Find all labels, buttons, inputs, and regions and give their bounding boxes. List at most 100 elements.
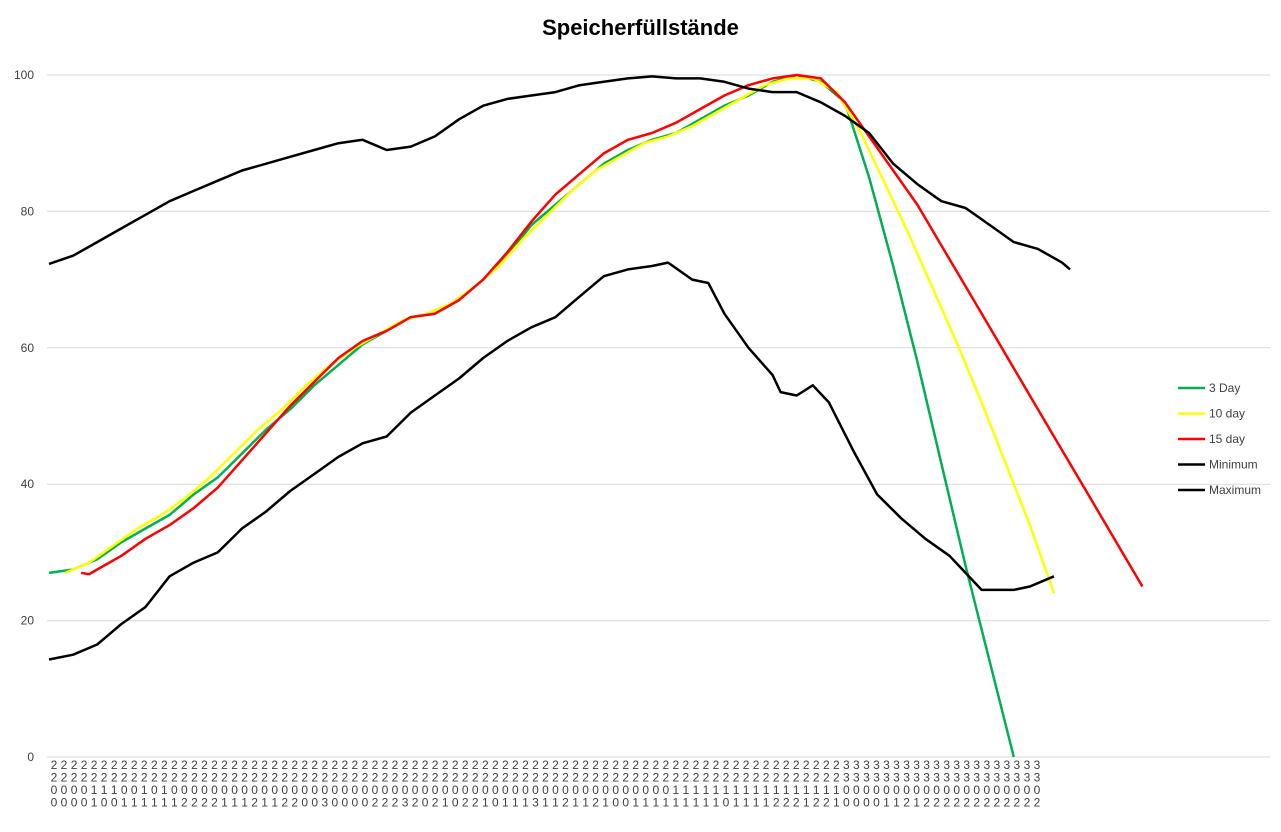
series-line-10-day <box>64 77 1056 594</box>
series-line-minimum <box>48 261 1055 661</box>
legend-label: 3 Day <box>1209 381 1240 395</box>
legend-label: 10 day <box>1209 407 1245 421</box>
y-tick-label: 20 <box>21 614 35 628</box>
legend-label: 15 day <box>1209 432 1245 446</box>
legend-label: Maximum <box>1209 483 1261 497</box>
series-line-maximum <box>48 75 1071 271</box>
y-axis-ticks: 0 20 40 60 80 100 <box>14 68 34 764</box>
y-tick-label: 40 <box>21 477 35 491</box>
gridlines <box>47 74 1270 758</box>
x-axis-ticks: 2 2 0 02 2 0 02 2 0 02 2 0 02 2 1 12 2 1 02 2 1 02 2 0 12 2 0 12 2 1 1… <box>51 758 1041 810</box>
chart-title: Speicherfüllstände <box>542 15 739 40</box>
y-tick-label: 0 <box>27 750 34 764</box>
y-tick-label: 100 <box>14 68 34 82</box>
y-tick-label: 60 <box>21 341 35 355</box>
series-line-15-day <box>80 73 1144 588</box>
legend-label: Minimum <box>1209 458 1258 472</box>
y-tick-label: 80 <box>21 204 35 218</box>
legend: 3 Day 10 day 15 day Minimum Maximum <box>1178 381 1261 497</box>
